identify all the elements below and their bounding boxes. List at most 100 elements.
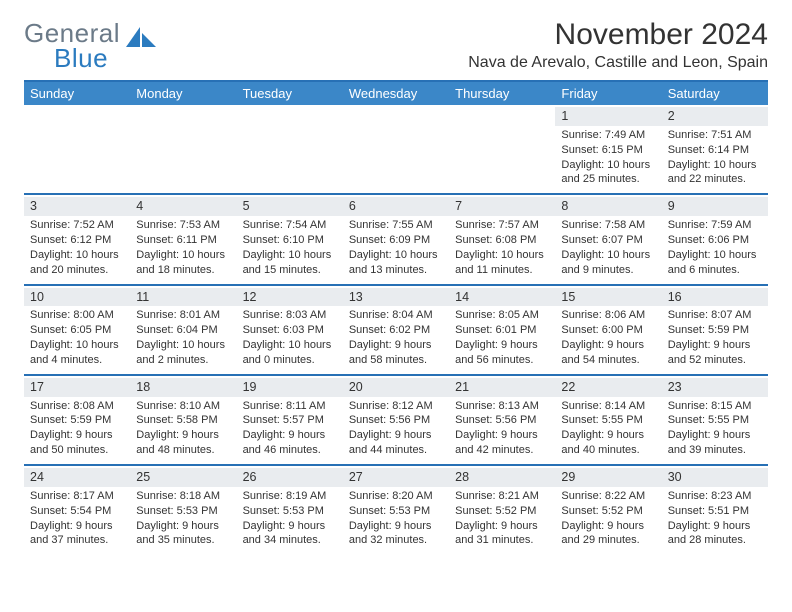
day-cell: 14Sunrise: 8:05 AMSunset: 6:01 PMDayligh… [449, 286, 555, 374]
day-number: 2 [662, 107, 768, 126]
day-number: 17 [24, 378, 130, 397]
day-details: Sunrise: 7:51 AMSunset: 6:14 PMDaylight:… [668, 128, 762, 187]
day-number: 8 [555, 197, 661, 216]
day-cell: 19 Sunrise: 8:11 AMSunset: 5:57 PMDayligh… [237, 376, 343, 464]
day-details: Sunrise: 7:58 AMSunset: 6:07 PMDaylight:… [561, 218, 655, 277]
day-cell: 20Sunrise: 8:12 AMSunset: 5:56 PMDayligh… [343, 376, 449, 464]
day-cell: 26 Sunrise: 8:19 AMSunset: 5:53 PMDayligh… [237, 466, 343, 554]
weekday-label: Friday [555, 82, 661, 105]
day-cell: 23 Sunrise: 8:15 AMSunset: 5:55 PMDayligh… [662, 376, 768, 464]
day-details: Sunrise: 8:05 AMSunset: 6:01 PMDaylight:… [455, 308, 549, 367]
day-details: Sunrise: 8:21 AMSunset: 5:52 PMDaylight:… [455, 489, 549, 548]
day-details: Sunrise: 8:11 AMSunset: 5:57 PMDaylight:… [243, 399, 337, 458]
day-details: Sunrise: 7:59 AMSunset: 6:06 PMDaylight:… [668, 218, 762, 277]
day-number: 24 [24, 468, 130, 487]
location-text: Nava de Arevalo, Castille and Leon, Spai… [468, 54, 768, 72]
blank-cell [130, 105, 236, 193]
day-cell: 29 Sunrise: 8:22 AMSunset: 5:52 PMDayligh… [555, 466, 661, 554]
weekday-label: Monday [130, 82, 236, 105]
day-details: Sunrise: 7:54 AMSunset: 6:10 PMDaylight:… [243, 218, 337, 277]
day-number: 5 [237, 197, 343, 216]
day-cell: 27Sunrise: 8:20 AMSunset: 5:53 PMDayligh… [343, 466, 449, 554]
day-details: Sunrise: 8:00 AMSunset: 6:05 PMDaylight:… [30, 308, 124, 367]
day-details: Sunrise: 8:04 AMSunset: 6:02 PMDaylight:… [349, 308, 443, 367]
day-number: 19 [237, 378, 343, 397]
day-cell: 21 Sunrise: 8:13 AMSunset: 5:56 PMDayligh… [449, 376, 555, 464]
day-number: 26 [237, 468, 343, 487]
week-row: 1 Sunrise: 7:49 AMSunset: 6:15 PMDaylight… [24, 105, 768, 193]
day-cell: 22 Sunrise: 8:14 AMSunset: 5:55 PMDayligh… [555, 376, 661, 464]
day-details: Sunrise: 7:49 AMSunset: 6:15 PMDaylight:… [561, 128, 655, 187]
day-details: Sunrise: 8:22 AMSunset: 5:52 PMDaylight:… [561, 489, 655, 548]
day-details: Sunrise: 8:15 AMSunset: 5:55 PMDaylight:… [668, 399, 762, 458]
day-cell: 17 Sunrise: 8:08 AMSunset: 5:59 PMDayligh… [24, 376, 130, 464]
weekday-label: Thursday [449, 82, 555, 105]
day-number: 3 [24, 197, 130, 216]
day-number: 12 [237, 288, 343, 307]
weekday-label: Tuesday [237, 82, 343, 105]
weekday-label: Wednesday [343, 82, 449, 105]
logo: GeneralBlue [24, 18, 158, 74]
day-cell: 9Sunrise: 7:59 AMSunset: 6:06 PMDaylight… [662, 195, 768, 283]
week-row: 10Sunrise: 8:00 AMSunset: 6:05 PMDayligh… [24, 284, 768, 374]
week-row: 17 Sunrise: 8:08 AMSunset: 5:59 PMDayligh… [24, 374, 768, 464]
day-number: 21 [449, 378, 555, 397]
day-cell: 28 Sunrise: 8:21 AMSunset: 5:52 PMDayligh… [449, 466, 555, 554]
day-number: 18 [130, 378, 236, 397]
day-details: Sunrise: 8:07 AMSunset: 5:59 PMDaylight:… [668, 308, 762, 367]
logo-sail-icon [124, 27, 158, 49]
weekday-label: Sunday [24, 82, 130, 105]
blank-cell [237, 105, 343, 193]
day-details: Sunrise: 8:08 AMSunset: 5:59 PMDaylight:… [30, 399, 124, 458]
day-cell: 3 Sunrise: 7:52 AMSunset: 6:12 PMDaylight… [24, 195, 130, 283]
day-number: 10 [24, 288, 130, 307]
calendar-grid: SundayMondayTuesdayWednesdayThursdayFrid… [24, 80, 768, 554]
day-number: 13 [343, 288, 449, 307]
day-cell: 8 Sunrise: 7:58 AMSunset: 6:07 PMDaylight… [555, 195, 661, 283]
blank-cell [449, 105, 555, 193]
weekday-header: SundayMondayTuesdayWednesdayThursdayFrid… [24, 82, 768, 105]
week-row: 24Sunrise: 8:17 AMSunset: 5:54 PMDayligh… [24, 464, 768, 554]
day-details: Sunrise: 7:55 AMSunset: 6:09 PMDaylight:… [349, 218, 443, 277]
day-cell: 5 Sunrise: 7:54 AMSunset: 6:10 PMDaylight… [237, 195, 343, 283]
day-details: Sunrise: 8:18 AMSunset: 5:53 PMDaylight:… [136, 489, 230, 548]
day-number: 28 [449, 468, 555, 487]
blank-cell [24, 105, 130, 193]
month-title: November 2024 [468, 18, 768, 52]
day-details: Sunrise: 8:14 AMSunset: 5:55 PMDaylight:… [561, 399, 655, 458]
day-number: 22 [555, 378, 661, 397]
day-details: Sunrise: 8:01 AMSunset: 6:04 PMDaylight:… [136, 308, 230, 367]
day-number: 30 [662, 468, 768, 487]
day-details: Sunrise: 8:23 AMSunset: 5:51 PMDaylight:… [668, 489, 762, 548]
day-cell: 18 Sunrise: 8:10 AMSunset: 5:58 PMDayligh… [130, 376, 236, 464]
day-cell: 2 Sunrise: 7:51 AMSunset: 6:14 PMDaylight… [662, 105, 768, 193]
blank-cell [343, 105, 449, 193]
day-details: Sunrise: 8:19 AMSunset: 5:53 PMDaylight:… [243, 489, 337, 548]
day-cell: 4Sunrise: 7:53 AMSunset: 6:11 PMDaylight… [130, 195, 236, 283]
day-details: Sunrise: 8:03 AMSunset: 6:03 PMDaylight:… [243, 308, 337, 367]
week-row: 3 Sunrise: 7:52 AMSunset: 6:12 PMDaylight… [24, 193, 768, 283]
day-number: 25 [130, 468, 236, 487]
weekday-label: Saturday [662, 82, 768, 105]
day-number: 23 [662, 378, 768, 397]
day-details: Sunrise: 7:53 AMSunset: 6:11 PMDaylight:… [136, 218, 230, 277]
day-number: 14 [449, 288, 555, 307]
day-cell: 10Sunrise: 8:00 AMSunset: 6:05 PMDayligh… [24, 286, 130, 374]
day-number: 11 [130, 288, 236, 307]
day-number: 15 [555, 288, 661, 307]
day-cell: 6 Sunrise: 7:55 AMSunset: 6:09 PMDaylight… [343, 195, 449, 283]
day-details: Sunrise: 8:06 AMSunset: 6:00 PMDaylight:… [561, 308, 655, 367]
day-cell: 24Sunrise: 8:17 AMSunset: 5:54 PMDayligh… [24, 466, 130, 554]
day-cell: 16Sunrise: 8:07 AMSunset: 5:59 PMDayligh… [662, 286, 768, 374]
day-details: Sunrise: 8:10 AMSunset: 5:58 PMDaylight:… [136, 399, 230, 458]
day-cell: 11Sunrise: 8:01 AMSunset: 6:04 PMDayligh… [130, 286, 236, 374]
day-number: 29 [555, 468, 661, 487]
day-number: 27 [343, 468, 449, 487]
day-number: 7 [449, 197, 555, 216]
day-number: 6 [343, 197, 449, 216]
day-cell: 1 Sunrise: 7:49 AMSunset: 6:15 PMDaylight… [555, 105, 661, 193]
day-details: Sunrise: 8:13 AMSunset: 5:56 PMDaylight:… [455, 399, 549, 458]
day-number: 1 [555, 107, 661, 126]
day-details: Sunrise: 8:12 AMSunset: 5:56 PMDaylight:… [349, 399, 443, 458]
day-details: Sunrise: 7:52 AMSunset: 6:12 PMDaylight:… [30, 218, 124, 277]
